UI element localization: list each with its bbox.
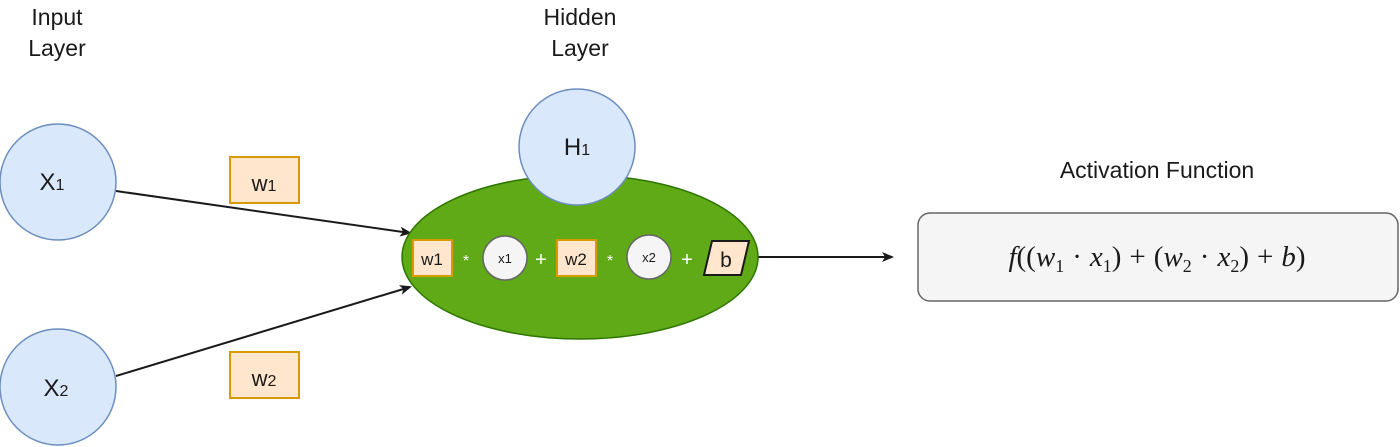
input-node-x1-subscript: 1	[56, 177, 65, 194]
input-node-x1-label: X	[40, 169, 56, 196]
svg-text:w2: w2	[251, 366, 277, 391]
comp-bias-box	[702, 240, 751, 276]
weight-box-w1: w1	[229, 156, 300, 204]
input-node-x2: X2	[0, 328, 117, 446]
comp-w2-box	[556, 239, 597, 277]
neuron-computation: w1 * x1 + w2 * x2 + b	[412, 234, 751, 281]
svg-text:X1: X1	[40, 169, 65, 196]
comp-x1-label: x1	[498, 251, 512, 266]
input-layer-title-line1: Input	[31, 4, 83, 30]
activation-box	[917, 212, 1399, 302]
weight-w2-subscript: 2	[267, 373, 276, 390]
svg-text:H1: H1	[564, 134, 590, 161]
svg-text:w1: w1	[251, 171, 277, 196]
input-layer-title-line2: Layer	[28, 35, 86, 61]
activation-formula: f((w1 · x1) + (w2 · x2) + b)	[1008, 241, 1305, 276]
edge-x2-to-h1	[115, 285, 412, 377]
comp-x2-circle	[626, 234, 672, 280]
comp-w1-label: w1	[420, 250, 443, 269]
edge-x1-to-h1	[115, 190, 412, 237]
weight-box-w2: w2	[229, 351, 300, 399]
hidden-layer-title-line2: Layer	[551, 35, 609, 61]
input-node-x2-label: X	[44, 375, 60, 402]
comp-mul-2: *	[607, 253, 613, 270]
comp-add-2: +	[681, 249, 693, 271]
hidden-node-h1-subscript: 1	[581, 142, 590, 159]
comp-bias-label: b	[720, 249, 732, 272]
activation-title: Activation Function	[1060, 157, 1254, 183]
comp-x2-label: x2	[642, 250, 656, 265]
hidden-layer-title-line1: Hidden	[544, 4, 617, 30]
weight-w1-subscript: 1	[267, 178, 276, 195]
weight-w2-label: w	[251, 366, 268, 391]
comp-w2-label: w2	[564, 250, 587, 269]
comp-mul-1: *	[463, 253, 469, 270]
hidden-node-h1-label: H	[564, 134, 581, 161]
hidden-node-h1: H1	[518, 88, 636, 206]
svg-text:X2: X2	[44, 375, 69, 402]
input-node-x2-subscript: 2	[60, 383, 69, 400]
comp-w1-box	[412, 239, 453, 277]
comp-add-1: +	[535, 249, 547, 271]
comp-x1-circle	[482, 235, 528, 281]
input-node-x1: X1	[0, 123, 117, 241]
weight-w1-label: w	[251, 171, 268, 196]
